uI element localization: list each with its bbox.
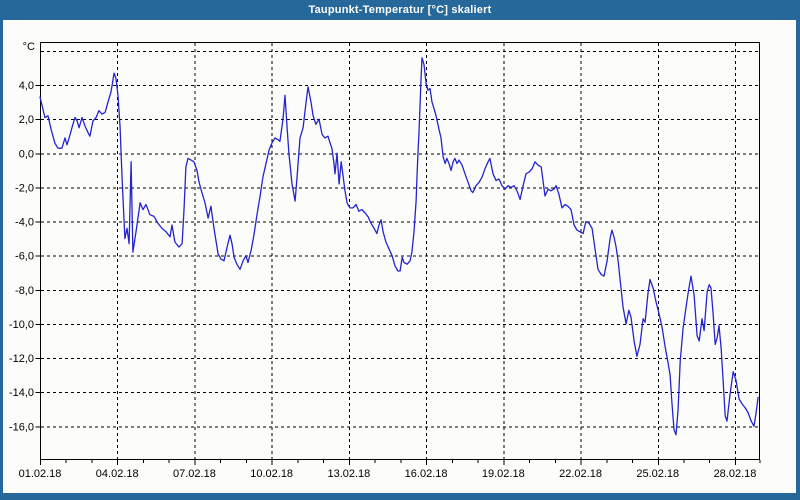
x-tick-label: 04.02.18	[96, 468, 139, 480]
x-tick-label: 25.02.18	[636, 468, 679, 480]
window-title: Taupunkt-Temperatur [°C] skaliert	[308, 4, 492, 16]
x-tick-label: 19.02.18	[482, 468, 525, 480]
dewpoint-series-line	[39, 57, 759, 436]
y-tick-label: -16,0	[9, 421, 34, 433]
x-tick-label: 13.02.18	[327, 468, 370, 480]
y-tick-label: -14,0	[9, 387, 34, 399]
y-tick-label: -12,0	[9, 353, 34, 365]
plot-frame	[40, 42, 760, 460]
dewpoint-line-chart: 4,0 2,0 0,0 -2,0 -4,0 -6,0 -8,0 -10,0 -12,0 -14,0…	[9, 41, 761, 480]
y-tick-label: -6,0	[15, 251, 34, 263]
y-tick-label: 4,0	[19, 80, 34, 92]
x-tick-label: 10.02.18	[250, 468, 293, 480]
y-tick-label: -4,0	[15, 217, 34, 229]
x-tick-label: 01.02.18	[19, 468, 62, 480]
y-tick-label: -8,0	[15, 285, 34, 297]
window-body	[3, 20, 796, 493]
x-tick-label: 16.02.18	[405, 468, 448, 480]
window-title-bar: Taupunkt-Temperatur [°C] skaliert	[0, 0, 800, 20]
y-tick-label: 0,0	[19, 148, 34, 160]
x-tick-label: 07.02.18	[173, 468, 216, 480]
x-tick-label: 22.02.18	[559, 468, 602, 480]
x-tick-label: 28.02.18	[714, 468, 757, 480]
y-tick-label: 2,0	[19, 114, 34, 126]
y-tick-label: -10,0	[9, 319, 34, 331]
y-tick-label: -2,0	[15, 182, 34, 194]
y-axis-unit-label: °C	[23, 41, 35, 53]
